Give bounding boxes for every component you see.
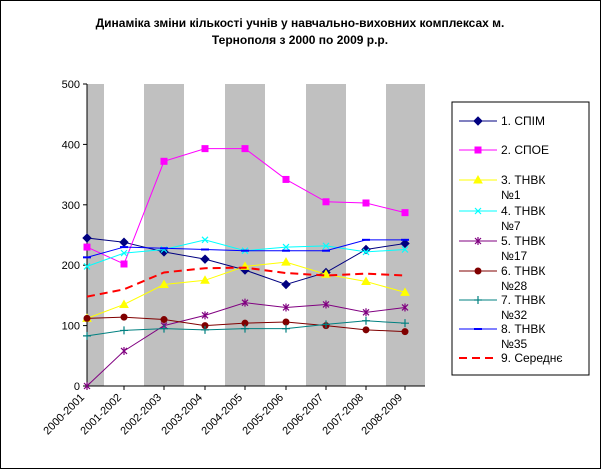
data-point (322, 320, 330, 329)
data-point (362, 248, 370, 256)
data-point (83, 262, 91, 270)
data-point (282, 318, 290, 326)
legend-marker (473, 174, 483, 184)
legend-label-cont: №1 (501, 188, 521, 202)
legend-label-cont: №28 (501, 279, 528, 293)
legend-marker (474, 237, 482, 245)
data-point (281, 257, 291, 266)
legend-marker (474, 296, 482, 304)
data-point (241, 298, 249, 307)
series-line (86, 266, 406, 298)
y-tick-label: 500 (62, 79, 80, 91)
data-point (83, 331, 91, 340)
y-tick-label: 200 (62, 260, 80, 272)
data-point (401, 328, 409, 336)
series-7 (83, 316, 409, 340)
y-tick-label: 0 (74, 381, 80, 393)
y-tick-label: 400 (62, 139, 80, 151)
data-point (160, 157, 168, 165)
plot-band (184, 84, 225, 386)
series-9 (86, 266, 406, 298)
chart-title: Динаміка зміни кількості учнів у навчаль… (96, 16, 505, 47)
title-line: Динаміка зміни кількості учнів у навчаль… (96, 16, 505, 30)
series-2 (83, 145, 409, 268)
legend-marker (473, 116, 483, 126)
data-point (282, 175, 290, 183)
data-point (400, 287, 410, 296)
data-point (362, 316, 370, 325)
title-line: Тернополя з 2000 по 2009 р.р. (212, 33, 388, 47)
legend-marker (474, 267, 482, 275)
data-point (200, 275, 210, 284)
data-point (401, 246, 409, 253)
legend-label: 3. ТНВК (501, 173, 545, 187)
legend-label-cont: №32 (501, 308, 528, 322)
data-point (401, 319, 409, 328)
data-point (401, 209, 409, 217)
data-point (160, 324, 168, 333)
plot-area: 01002003004005002000-20012001-20022002-2… (41, 79, 425, 437)
data-point (120, 260, 128, 268)
legend-label: 9. Середнє (501, 351, 563, 365)
data-point (82, 233, 92, 243)
data-point (120, 249, 128, 257)
data-point (201, 311, 209, 320)
data-point (160, 316, 168, 324)
plot-band (346, 84, 386, 386)
data-point (83, 314, 91, 322)
y-tick-label: 300 (62, 200, 80, 212)
legend-label: 5. ТНВК (501, 234, 545, 248)
data-point (322, 242, 330, 250)
legend-marker (474, 146, 482, 154)
series-3 (82, 257, 410, 322)
legend-label: 7. ТНВК (501, 293, 545, 307)
legend-label: 1. СПІМ (501, 114, 545, 128)
data-point (400, 238, 410, 249)
legend-label: 2. СПОЕ (501, 143, 549, 157)
data-point (362, 308, 370, 317)
data-point (200, 254, 210, 264)
data-point (241, 145, 249, 153)
data-point (83, 243, 91, 251)
legend-marker (474, 207, 482, 215)
data-point (282, 243, 290, 251)
legend-label-cont: №17 (501, 249, 528, 263)
legend-label: 4. ТНВК (501, 204, 545, 218)
data-point (159, 279, 169, 289)
data-point (119, 299, 129, 308)
data-point (120, 326, 128, 335)
legend-label: 8. ТНВК (501, 322, 545, 336)
data-point (120, 346, 128, 355)
legend-label-cont: №35 (501, 337, 528, 351)
data-point (83, 382, 91, 390)
data-point (120, 313, 128, 321)
plot-band (265, 84, 306, 386)
series-8 (83, 238, 409, 259)
data-point (362, 199, 370, 207)
legend-label-cont: №7 (501, 219, 521, 233)
legend-label: 6. ТНВК (501, 264, 545, 278)
data-point (401, 303, 409, 312)
data-point (241, 324, 249, 333)
data-point (362, 326, 370, 334)
series-1 (82, 233, 410, 290)
data-point (322, 198, 330, 206)
data-point (282, 324, 290, 333)
data-point (282, 303, 290, 312)
data-point (361, 276, 371, 286)
data-point (201, 236, 209, 244)
data-point (201, 325, 209, 334)
y-tick-label: 100 (62, 321, 80, 333)
plot-band (104, 84, 144, 386)
data-point (322, 300, 330, 309)
data-point (201, 145, 209, 153)
data-point (281, 279, 291, 290)
